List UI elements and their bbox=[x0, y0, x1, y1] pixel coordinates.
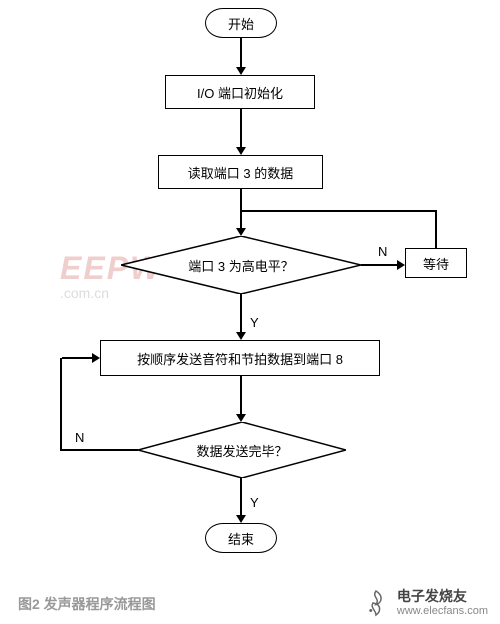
node-end: 结束 bbox=[205, 523, 277, 553]
edge bbox=[60, 449, 138, 451]
node-init: I/O 端口初始化 bbox=[165, 75, 315, 109]
edge bbox=[435, 210, 437, 248]
footer-text: 电子发烧友 www.elecfans.com bbox=[397, 589, 488, 616]
arrowhead bbox=[236, 228, 246, 236]
watermark-url: .com.cn bbox=[60, 285, 109, 301]
node-end-label: 结束 bbox=[228, 529, 254, 548]
footer-cn: 电子发烧友 bbox=[397, 589, 488, 604]
label-decision1-yes: Y bbox=[250, 315, 259, 330]
arrowhead bbox=[92, 353, 100, 363]
node-decision1: 端口 3 为高电平？ bbox=[121, 236, 361, 294]
edge bbox=[240, 109, 242, 147]
edge bbox=[240, 189, 242, 228]
node-send-label: 按顺序发送音符和节拍数据到端口 8 bbox=[137, 349, 343, 368]
node-decision1-label: 端口 3 为高电平？ bbox=[188, 256, 293, 275]
arrowhead bbox=[236, 515, 246, 523]
edge bbox=[240, 376, 242, 414]
edge bbox=[240, 38, 242, 67]
node-read: 读取端口 3 的数据 bbox=[158, 155, 323, 189]
node-start-label: 开始 bbox=[228, 14, 254, 33]
node-send: 按顺序发送音符和节拍数据到端口 8 bbox=[100, 340, 380, 376]
node-wait: 等待 bbox=[405, 248, 467, 278]
footer-logo: 电子发烧友 www.elecfans.com bbox=[361, 588, 488, 618]
figure-caption: 图2 发声器程序流程图 bbox=[18, 594, 156, 614]
node-wait-label: 等待 bbox=[423, 254, 449, 273]
edge bbox=[60, 358, 62, 451]
flowchart-container: EEPW 电子产品 .com.cn 开始 I/O 端口初始化 读取端口 3 的数… bbox=[0, 0, 500, 580]
edge bbox=[62, 357, 92, 359]
label-decision2-no: N bbox=[75, 430, 84, 445]
label-decision2-yes: Y bbox=[250, 495, 259, 510]
footer-url: www.elecfans.com bbox=[397, 605, 488, 617]
arrowhead bbox=[397, 260, 405, 270]
arrowhead bbox=[236, 414, 246, 422]
edge bbox=[361, 264, 397, 266]
flame-icon bbox=[361, 588, 391, 618]
edge bbox=[242, 210, 437, 212]
arrowhead bbox=[236, 332, 246, 340]
arrowhead bbox=[236, 147, 246, 155]
node-read-label: 读取端口 3 的数据 bbox=[188, 163, 293, 182]
label-decision1-no: N bbox=[378, 244, 387, 259]
node-start: 开始 bbox=[205, 8, 277, 38]
node-decision2-label: 数据发送完毕？ bbox=[196, 441, 287, 460]
arrowhead bbox=[236, 67, 246, 75]
edge bbox=[240, 478, 242, 515]
node-init-label: I/O 端口初始化 bbox=[197, 83, 283, 102]
edge bbox=[240, 294, 242, 332]
node-decision2: 数据发送完毕？ bbox=[138, 422, 346, 478]
